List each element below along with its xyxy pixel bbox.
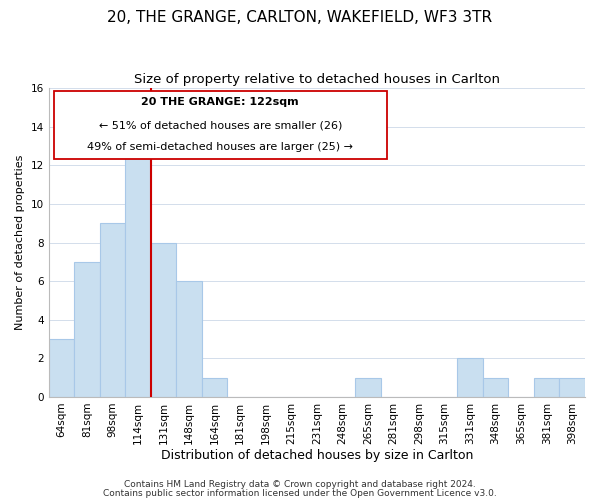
Bar	[176, 281, 202, 397]
Bar	[202, 378, 227, 397]
Bar	[355, 378, 380, 397]
Bar	[483, 378, 508, 397]
Bar	[457, 358, 483, 397]
Bar	[534, 378, 559, 397]
Bar	[125, 146, 151, 397]
Y-axis label: Number of detached properties: Number of detached properties	[15, 155, 25, 330]
X-axis label: Distribution of detached houses by size in Carlton: Distribution of detached houses by size …	[161, 450, 473, 462]
Bar	[49, 339, 74, 397]
Text: 49% of semi-detached houses are larger (25) →: 49% of semi-detached houses are larger (…	[87, 142, 353, 152]
Bar	[151, 242, 176, 397]
Text: 20 THE GRANGE: 122sqm: 20 THE GRANGE: 122sqm	[142, 98, 299, 108]
Bar	[559, 378, 585, 397]
Bar	[74, 262, 100, 397]
Text: Contains public sector information licensed under the Open Government Licence v3: Contains public sector information licen…	[103, 490, 497, 498]
Text: ← 51% of detached houses are smaller (26): ← 51% of detached houses are smaller (26…	[98, 120, 342, 130]
Title: Size of property relative to detached houses in Carlton: Size of property relative to detached ho…	[134, 72, 500, 86]
Bar	[100, 223, 125, 397]
Text: 20, THE GRANGE, CARLTON, WAKEFIELD, WF3 3TR: 20, THE GRANGE, CARLTON, WAKEFIELD, WF3 …	[107, 10, 493, 25]
FancyBboxPatch shape	[54, 91, 386, 159]
Text: Contains HM Land Registry data © Crown copyright and database right 2024.: Contains HM Land Registry data © Crown c…	[124, 480, 476, 489]
